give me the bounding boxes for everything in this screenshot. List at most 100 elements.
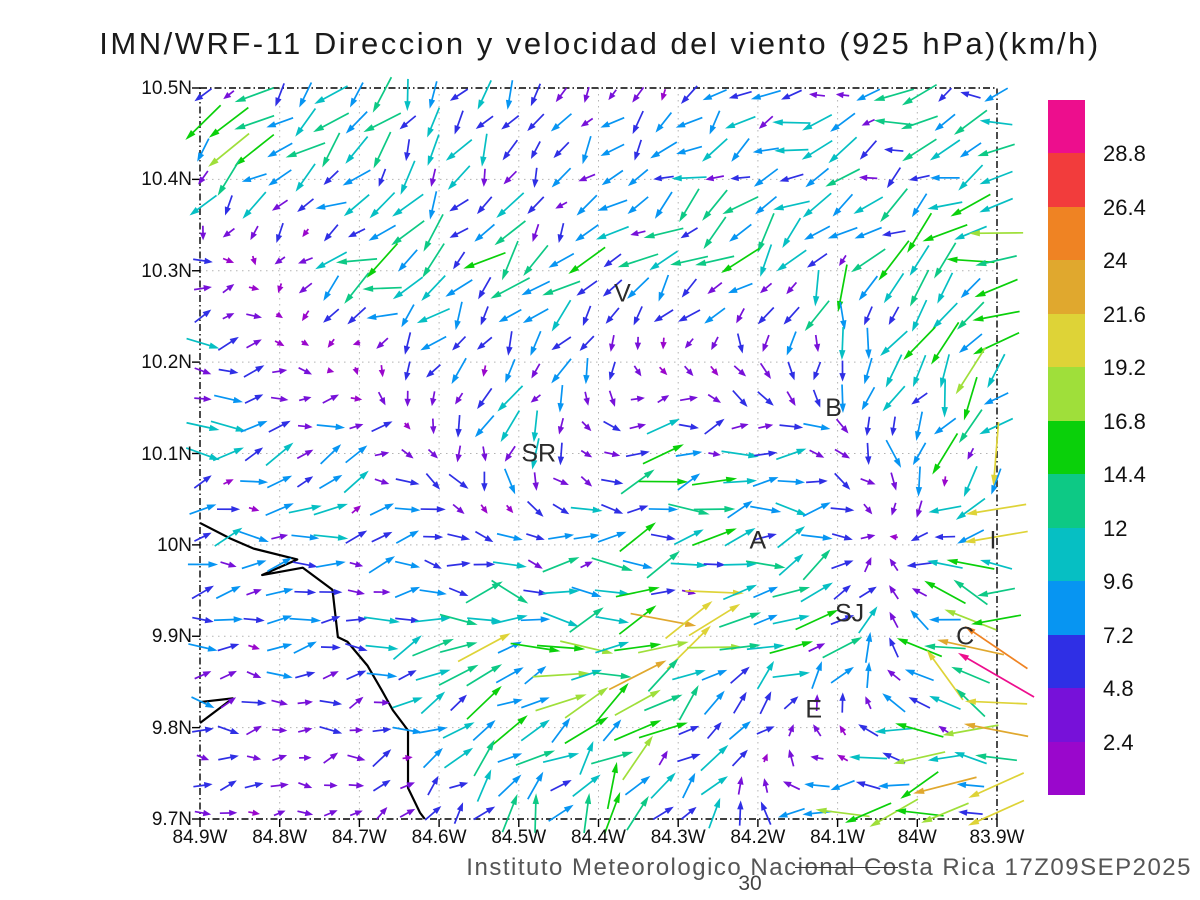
wind-arrow-head xyxy=(681,288,690,298)
colorbar-segment xyxy=(1048,206,1085,261)
wind-arrow-head xyxy=(357,670,367,677)
wind-arrow-head xyxy=(578,670,590,677)
wind-arrow-head xyxy=(582,154,589,165)
wind-arrow-head xyxy=(890,481,898,491)
wind-arrow-head xyxy=(203,782,213,789)
wind-arrow-head xyxy=(510,793,518,806)
wind-arrow-head xyxy=(894,808,907,815)
wind-arrow-head xyxy=(579,342,588,351)
wind-arrow-head xyxy=(551,178,561,188)
wind-arrow-head xyxy=(713,721,722,731)
wind-arrow-head xyxy=(637,423,647,430)
wind-arrow-head xyxy=(840,425,849,434)
wind-arrow-head xyxy=(813,371,820,381)
wind-arrow-head xyxy=(254,781,264,789)
wind-arrow-head xyxy=(608,92,616,101)
wind-arrow-head xyxy=(454,124,461,135)
wind-arrow-head xyxy=(781,93,791,100)
colorbar-label: 19.2 xyxy=(1103,355,1146,381)
wind-arrow-head xyxy=(865,556,872,566)
x-tick-label: 84.7W xyxy=(331,827,387,848)
wind-arrow-head xyxy=(481,368,488,377)
wind-arrow-head xyxy=(843,534,853,541)
wind-arrow-head xyxy=(241,175,252,183)
wind-arrow-head xyxy=(749,642,761,650)
wind-arrow-head xyxy=(453,260,461,270)
wind-arrow-head xyxy=(671,694,683,702)
wind-arrow-head xyxy=(689,395,698,402)
wind-arrow-head xyxy=(801,151,813,160)
wind-arrow-shaft xyxy=(535,694,585,712)
wind-arrow-head xyxy=(202,809,212,817)
wind-arrow-head xyxy=(707,286,716,294)
wind-arrow-head xyxy=(955,511,967,520)
wind-arrow-head xyxy=(368,233,379,241)
wind-arrow-head xyxy=(452,342,461,351)
wind-arrow-head xyxy=(768,450,778,457)
wind-arrow-head xyxy=(842,481,851,490)
wind-arrow-head xyxy=(504,453,513,462)
wind-arrow-head xyxy=(574,645,586,652)
wind-arrow-head xyxy=(640,450,650,457)
wind-arrow-head xyxy=(895,723,907,730)
wind-arrow-head xyxy=(373,157,382,169)
wind-arrow-head xyxy=(889,558,897,567)
wind-arrow-head xyxy=(746,584,758,592)
colorbar-label: 2.4 xyxy=(1103,729,1134,755)
wind-arrow-head xyxy=(447,180,457,190)
wind-arrow-head xyxy=(333,699,343,707)
wind-arrow-head xyxy=(761,753,768,762)
wind-arrow-head xyxy=(382,588,391,596)
wind-arrow-head xyxy=(944,609,956,617)
wind-arrow-head xyxy=(938,93,947,102)
colorbar-label: 14.4 xyxy=(1103,462,1146,488)
wind-arrow-head xyxy=(580,119,589,127)
wind-arrow-head xyxy=(926,649,936,661)
wind-arrow-head xyxy=(728,92,739,99)
wind-arrow-head xyxy=(812,295,820,307)
wind-arrow-head xyxy=(653,174,663,182)
station-label-e: E xyxy=(805,695,822,723)
wind-arrow-head xyxy=(486,719,496,729)
wind-arrow-head xyxy=(605,315,614,324)
wind-arrow-head xyxy=(865,349,872,360)
x-tick-label: 84.3W xyxy=(650,827,706,848)
wind-arrow-head xyxy=(963,408,971,421)
station-label-b: B xyxy=(825,394,842,422)
wind-arrow-head xyxy=(202,475,212,483)
wind-arrow-head xyxy=(815,661,822,672)
wind-arrow-head xyxy=(786,286,794,295)
wind-arrow-head xyxy=(937,293,945,304)
wind-arrow-head xyxy=(690,473,701,482)
wind-arrow-head xyxy=(649,689,661,698)
wind-arrow-head xyxy=(752,147,763,154)
wind-arrow-head xyxy=(304,809,314,817)
wind-arrow-head xyxy=(863,374,870,385)
wind-arrow-head xyxy=(254,394,264,401)
wind-arrow-head xyxy=(456,506,465,514)
wind-arrow-head xyxy=(951,666,963,675)
wind-arrow-head xyxy=(517,715,528,725)
wind-arrow-head xyxy=(718,744,729,755)
wind-arrow-head xyxy=(363,124,375,133)
wind-arrow-head xyxy=(250,257,257,266)
wind-arrow-head xyxy=(766,660,775,672)
wind-arrow-head xyxy=(584,561,593,568)
wind-arrow-head xyxy=(282,475,293,483)
wind-arrow-head xyxy=(494,236,505,246)
wind-arrow-head xyxy=(308,562,318,569)
wind-arrow-head xyxy=(222,230,231,238)
wind-arrow-head xyxy=(908,175,918,182)
wind-arrow-head xyxy=(942,730,954,737)
wind-arrow-head xyxy=(750,93,762,100)
wind-arrow-head xyxy=(633,316,641,326)
wind-arrow-head xyxy=(362,285,374,292)
wind-arrow-head xyxy=(204,585,214,593)
wind-arrow-head xyxy=(301,313,309,322)
wind-arrow-head xyxy=(818,478,828,485)
wind-arrow-head xyxy=(802,208,813,218)
wind-arrow-head xyxy=(335,560,346,567)
colorbar-label: 21.6 xyxy=(1103,301,1146,327)
wind-arrow-head xyxy=(979,118,990,125)
wind-arrow-head xyxy=(303,368,313,375)
